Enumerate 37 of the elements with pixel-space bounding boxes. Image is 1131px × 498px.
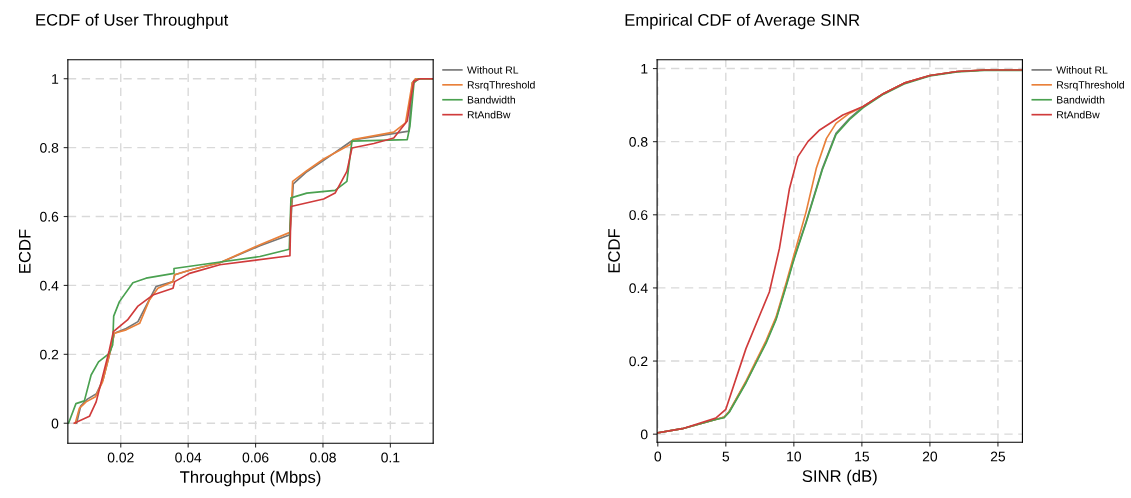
y-tick-label: 0.6 — [629, 210, 648, 220]
y-tick-label: 1 — [641, 64, 648, 74]
chart-title: Empirical CDF of Average SINR — [625, 13, 860, 30]
y-tick-label: 1 — [52, 74, 59, 84]
chart-title: ECDF of User Throughput — [36, 13, 229, 30]
y-tick-label: 0.8 — [40, 142, 59, 153]
y-tick-label: 0.8 — [629, 137, 648, 147]
x-axis-title: Throughput (Mbps) — [180, 470, 321, 487]
y-tick-label: 0 — [51, 418, 59, 429]
x-tick-label: 0.06 — [242, 452, 269, 463]
x-tick-label: 0.1 — [381, 452, 400, 463]
legend-label: RtAndBw — [1057, 110, 1100, 119]
legend-label: Without RL — [1056, 66, 1108, 74]
x-tick-label: 5 — [722, 451, 730, 462]
y-tick-label: 0.4 — [40, 280, 59, 291]
y-tick-label: 0.4 — [629, 283, 648, 294]
y-tick-label: 0.2 — [40, 349, 59, 360]
legend-label: Without RL — [467, 66, 519, 74]
y-tick-label: 0 — [640, 429, 648, 440]
x-tick-label: 20 — [922, 451, 938, 462]
x-tick-label: 15 — [855, 451, 870, 462]
y-axis-title: ECDF — [18, 229, 31, 273]
legend-label: RtAndBw — [467, 110, 511, 119]
y-axis-title: ECDF — [608, 228, 620, 273]
y-tick-label: 0.6 — [40, 211, 59, 222]
legend-label: Bandwidth — [467, 95, 515, 104]
legend-label: RsrqThreshold — [1057, 80, 1124, 91]
legend-label: RsrqThreshold — [467, 80, 535, 91]
x-axis-title: SINR (dB) — [802, 469, 877, 486]
legend-label: Bandwidth — [1057, 95, 1105, 104]
x-tick-label: 25 — [990, 451, 1006, 462]
x-tick-label: 0 — [654, 451, 662, 462]
x-tick-label: 10 — [787, 451, 802, 462]
y-tick-label: 0.2 — [629, 356, 648, 367]
x-tick-label: 0.02 — [107, 452, 134, 463]
x-tick-label: 0.04 — [175, 452, 202, 463]
x-tick-label: 0.08 — [310, 452, 336, 463]
